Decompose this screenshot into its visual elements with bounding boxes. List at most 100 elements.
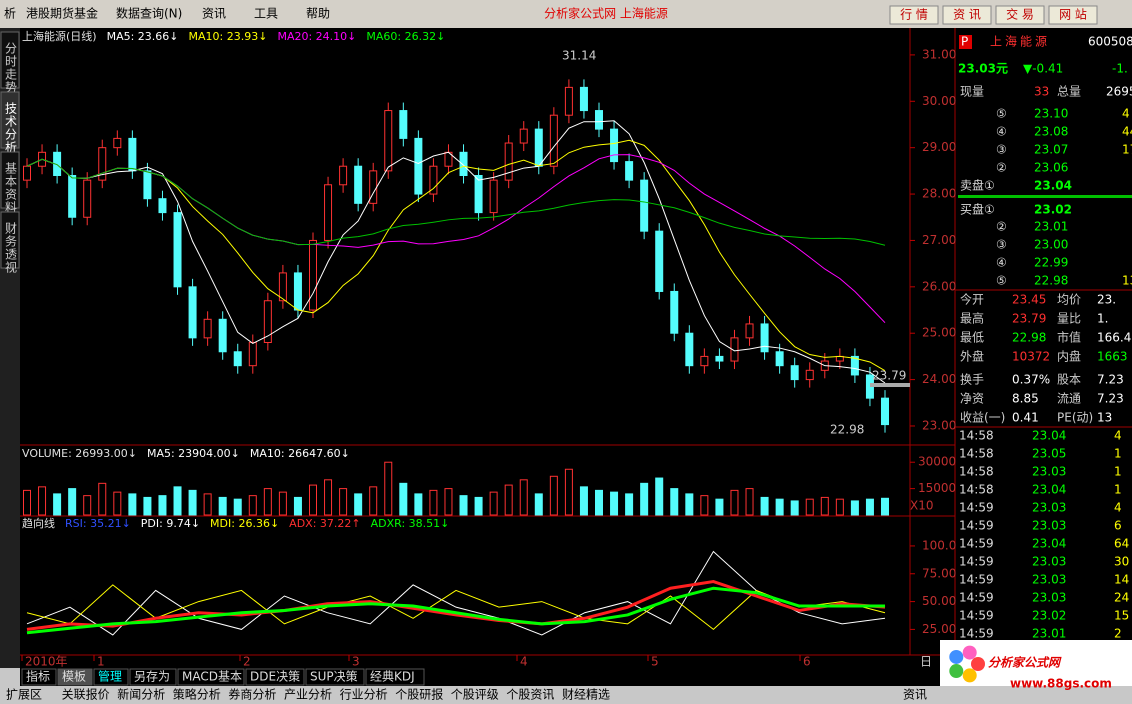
level-volume: 13 <box>1122 274 1132 288</box>
bottom-tab[interactable] <box>305 668 365 686</box>
menu-item[interactable]: 资讯 <box>202 7 226 21</box>
candle <box>850 355 859 376</box>
candle <box>700 355 709 367</box>
level-label: 23.79 <box>872 369 906 383</box>
bottom-tab-label[interactable]: DDE决策 <box>250 670 300 684</box>
menu-item[interactable]: 工具 <box>254 7 278 21</box>
volume-bar <box>730 489 739 516</box>
date-label: 6 <box>803 655 811 669</box>
side-tab-label[interactable]: 基本资料 <box>4 162 18 214</box>
side-tab[interactable] <box>0 31 20 89</box>
bottom-tab-label[interactable]: MACD基本 <box>182 670 242 684</box>
bottom-link[interactable]: 个股研报 <box>395 687 443 702</box>
side-tab-label[interactable]: 财务透视 <box>4 222 18 274</box>
tick-price: 23.02 <box>1032 609 1066 623</box>
logo-petal <box>962 645 977 660</box>
pdi-line <box>26 550 886 636</box>
date-label: 1 <box>97 655 105 669</box>
low-label: 22.98 <box>830 423 864 437</box>
menu-item[interactable]: 析 <box>4 7 16 21</box>
bottom-tab[interactable] <box>177 668 245 686</box>
button-label[interactable]: 资 讯 <box>953 8 981 22</box>
stat: 13 <box>1097 411 1112 425</box>
logo-petal <box>949 649 964 664</box>
tick-time: 14:59 <box>959 609 994 623</box>
header-item: MA60: 26.32↓ <box>366 30 445 43</box>
bottom-tab-label[interactable]: 模板 <box>62 670 86 684</box>
bottom-link[interactable]: 扩展区 <box>6 688 42 702</box>
bottom-link[interactable]: 新闻分析 <box>117 687 165 702</box>
bottom-link[interactable]: 财经精选 <box>562 688 610 702</box>
side-tab-label[interactable]: 技术分析 <box>4 102 18 154</box>
candle <box>519 128 528 144</box>
menu-item[interactable]: 帮助 <box>306 7 330 21</box>
level-price: 23.01 <box>1034 220 1068 234</box>
side-tab[interactable] <box>0 151 20 209</box>
button[interactable] <box>889 5 939 25</box>
menu-item[interactable]: 数据查询(N) <box>116 6 182 21</box>
bottom-link[interactable]: 个股评级 <box>451 688 499 702</box>
bottom-tab-label[interactable]: SUP决策 <box>310 670 358 684</box>
bottom-link[interactable]: 个股资讯 <box>506 688 554 702</box>
menu-item[interactable]: 港股期货基金 <box>26 6 98 21</box>
bottom-tab-label[interactable]: 指标 <box>26 669 50 684</box>
bottom-link[interactable]: 资讯 <box>903 688 927 702</box>
button[interactable] <box>1048 5 1098 25</box>
bottom-tab[interactable] <box>129 668 177 686</box>
side-tab-label[interactable]: 分时走势 <box>4 42 18 94</box>
header-item: 上海能源(日线) <box>22 29 97 43</box>
y-tick-label: 15000 <box>918 481 956 495</box>
bottom-tab-label[interactable]: 经典KDJ <box>370 670 415 684</box>
bottom-link[interactable]: 产业分析 <box>284 688 332 702</box>
button-label[interactable]: 交 易 <box>1006 7 1034 22</box>
header-item: PDI: 9.74↓ <box>141 517 200 530</box>
stat: 今开 <box>960 292 984 307</box>
volume-bar <box>414 493 423 516</box>
volume-bar <box>850 500 859 516</box>
moving-average <box>26 158 886 246</box>
button-label[interactable]: 网 站 <box>1059 8 1087 22</box>
y-tick-label: 29.00 <box>922 140 956 154</box>
candle <box>68 175 77 218</box>
side-tab[interactable] <box>0 211 20 269</box>
y-tick-label: 23.00 <box>922 418 956 432</box>
candle <box>610 128 619 163</box>
button[interactable] <box>995 5 1045 25</box>
candle <box>685 332 694 367</box>
stat: 最低 <box>960 331 984 345</box>
candle <box>83 179 92 218</box>
logo-petal <box>971 657 985 671</box>
candle <box>564 86 573 116</box>
bottom-link[interactable]: 券商分析 <box>228 687 276 702</box>
candle <box>595 110 603 130</box>
bottom-link[interactable]: 关联报价 <box>62 687 110 702</box>
bottom-tab[interactable] <box>21 668 57 686</box>
bottom-link[interactable]: 策略分析 <box>173 687 221 702</box>
bottom-tab[interactable] <box>365 668 425 686</box>
stat: 量比 <box>1057 312 1081 326</box>
candle <box>233 351 242 367</box>
quote-separator <box>958 195 1132 198</box>
bottom-tab-label[interactable]: 管理 <box>98 669 122 684</box>
tick-price: 23.03 <box>1032 573 1066 587</box>
button[interactable] <box>942 5 992 25</box>
bottom-tab[interactable] <box>57 668 93 686</box>
volume-bar <box>128 493 137 516</box>
button-label[interactable]: 行 情 <box>900 8 928 22</box>
bottom-link[interactable]: 行业分析 <box>340 688 388 702</box>
candle <box>790 365 799 381</box>
side-tab[interactable] <box>0 91 20 149</box>
bottom-tab-label[interactable]: 另存为 <box>134 670 170 684</box>
candle <box>128 137 137 172</box>
bottom-tab[interactable] <box>245 668 305 686</box>
y-tick-label: 24.00 <box>922 372 956 386</box>
stat: 收益(一) <box>960 411 1005 425</box>
candle <box>745 323 754 339</box>
bottom-tab[interactable] <box>93 668 129 686</box>
candle <box>715 355 724 362</box>
candle <box>339 165 348 186</box>
tick-volume: 24 <box>1114 591 1129 605</box>
tick-price: 23.05 <box>1032 447 1066 461</box>
volume-row: 现量 <box>960 85 984 99</box>
volume-bar <box>369 486 378 516</box>
